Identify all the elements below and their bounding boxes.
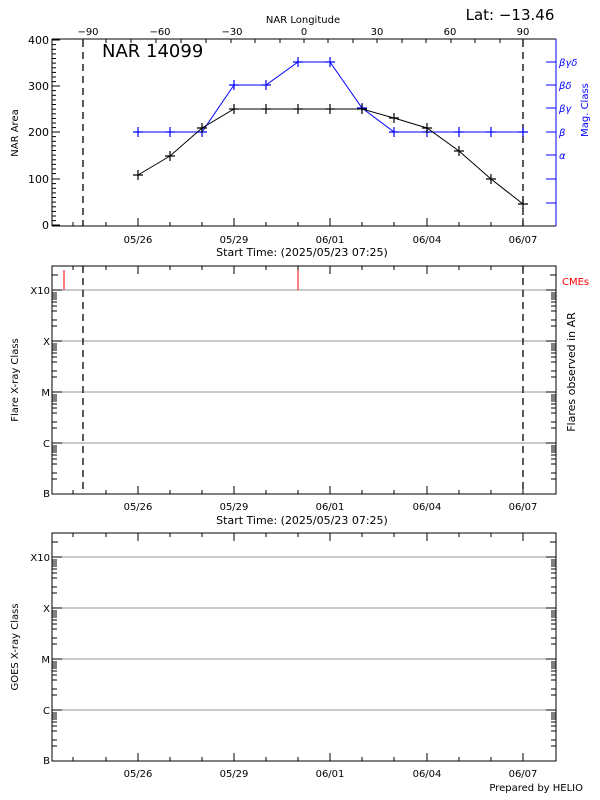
x-tick-label: 05/26 bbox=[124, 769, 153, 780]
nar-area-panel: 400 300 200 100 0 NAR Area bbox=[10, 27, 591, 259]
y-tick-label: 200 bbox=[28, 126, 49, 139]
nar-area-markers bbox=[133, 104, 528, 209]
x-axis-label: Start Time: (2025/05/23 07:25) bbox=[216, 246, 388, 259]
y-tick-label: M bbox=[41, 655, 50, 666]
mag-tick-label: α bbox=[559, 151, 566, 162]
y-tick-label: B bbox=[43, 756, 50, 767]
y-tick-label: X bbox=[43, 337, 50, 348]
x-tick-label: 05/29 bbox=[220, 235, 249, 246]
y-tick-label: 100 bbox=[28, 173, 49, 186]
latitude-label: Lat: −13.46 bbox=[466, 6, 555, 24]
mag-class-markers bbox=[133, 57, 528, 137]
x-tick-label: 06/07 bbox=[509, 235, 538, 246]
x-tick-label: 06/07 bbox=[509, 769, 538, 780]
mag-tick-label: βγδ bbox=[558, 58, 577, 69]
top-tick-label: 30 bbox=[371, 27, 384, 38]
top-tick-label: −60 bbox=[149, 27, 170, 38]
x-axis-label: Start Time: (2025/05/23 07:25) bbox=[216, 514, 388, 527]
goes-xray-panel: X10 X M C B GOES X-ray Class 05/26 05/29… bbox=[10, 532, 557, 780]
y-tick-label: 400 bbox=[28, 34, 49, 47]
region-title: NAR 14099 bbox=[102, 41, 203, 62]
x-tick-label: 05/26 bbox=[124, 235, 153, 246]
y-tick-label: X bbox=[43, 604, 50, 615]
x-tick-label: 05/29 bbox=[220, 502, 249, 513]
cme-legend: CMEs bbox=[562, 277, 589, 288]
nar-area-series bbox=[137, 108, 524, 205]
y-tick-label: C bbox=[43, 439, 50, 450]
y-tick-label: 0 bbox=[42, 219, 49, 232]
y-axis-label: NAR Area bbox=[10, 109, 21, 156]
top-tick-label: 0 bbox=[301, 27, 307, 38]
flare-class-axis-label: Flare X-ray Class bbox=[10, 338, 21, 422]
prepared-by-credit: Prepared by HELIO bbox=[489, 783, 583, 794]
x-tick-label: 06/07 bbox=[509, 502, 538, 513]
mag-class-axis-label: Mag. Class bbox=[580, 83, 591, 137]
mag-class-series bbox=[138, 61, 523, 133]
top-axis-title: NAR Longitude bbox=[266, 15, 340, 26]
x-tick-label: 06/01 bbox=[316, 235, 345, 246]
mag-tick-label: β bbox=[558, 128, 566, 139]
y-tick-label: C bbox=[43, 706, 50, 717]
x-tick-label: 06/01 bbox=[316, 502, 345, 513]
x-tick-label: 06/04 bbox=[413, 769, 442, 780]
mag-tick-label: βγ bbox=[558, 104, 572, 115]
x-tick-label: 06/04 bbox=[413, 235, 442, 246]
x-tick-label: 06/04 bbox=[413, 502, 442, 513]
top-tick-label: 60 bbox=[444, 27, 457, 38]
top-tick-label: −90 bbox=[77, 27, 98, 38]
x-tick-label: 06/01 bbox=[316, 769, 345, 780]
mag-tick-label: βδ bbox=[558, 81, 572, 92]
x-tick-label: 05/29 bbox=[220, 769, 249, 780]
y-tick-label: X10 bbox=[30, 553, 50, 564]
flares-observed-axis-label: Flares observed in AR bbox=[565, 312, 578, 432]
flare-class-panel: X10 X M C B Flare X-ray Class Flares obs… bbox=[10, 265, 589, 527]
goes-class-axis-label: GOES X-ray Class bbox=[10, 603, 21, 690]
y-tick-label: B bbox=[43, 489, 50, 500]
y-tick-label: M bbox=[41, 388, 50, 399]
top-tick-label: −30 bbox=[221, 27, 242, 38]
y-tick-label: X10 bbox=[30, 286, 50, 297]
x-tick-label: 05/26 bbox=[124, 502, 153, 513]
top-tick-label: 90 bbox=[517, 27, 530, 38]
y-tick-label: 300 bbox=[28, 80, 49, 93]
